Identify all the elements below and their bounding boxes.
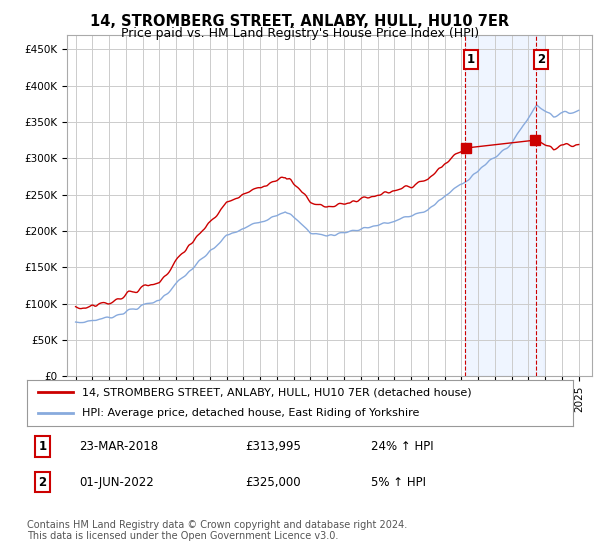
Text: 23-MAR-2018: 23-MAR-2018 xyxy=(79,440,158,453)
Text: 14, STROMBERG STREET, ANLABY, HULL, HU10 7ER: 14, STROMBERG STREET, ANLABY, HULL, HU10… xyxy=(91,14,509,29)
Text: 2: 2 xyxy=(537,53,545,66)
Text: 5% ↑ HPI: 5% ↑ HPI xyxy=(371,475,426,488)
Text: 2: 2 xyxy=(38,475,46,488)
Bar xyxy=(465,35,544,376)
Text: 14, STROMBERG STREET, ANLABY, HULL, HU10 7ER (detached house): 14, STROMBERG STREET, ANLABY, HULL, HU10… xyxy=(82,387,471,397)
Text: 1: 1 xyxy=(38,440,46,453)
Text: £325,000: £325,000 xyxy=(245,475,301,488)
Text: 01-JUN-2022: 01-JUN-2022 xyxy=(79,475,154,488)
Text: 24% ↑ HPI: 24% ↑ HPI xyxy=(371,440,434,453)
Text: Contains HM Land Registry data © Crown copyright and database right 2024.
This d: Contains HM Land Registry data © Crown c… xyxy=(27,520,407,542)
Text: HPI: Average price, detached house, East Riding of Yorkshire: HPI: Average price, detached house, East… xyxy=(82,408,419,418)
Text: 1: 1 xyxy=(467,53,475,66)
Text: Price paid vs. HM Land Registry's House Price Index (HPI): Price paid vs. HM Land Registry's House … xyxy=(121,27,479,40)
Text: £313,995: £313,995 xyxy=(245,440,301,453)
